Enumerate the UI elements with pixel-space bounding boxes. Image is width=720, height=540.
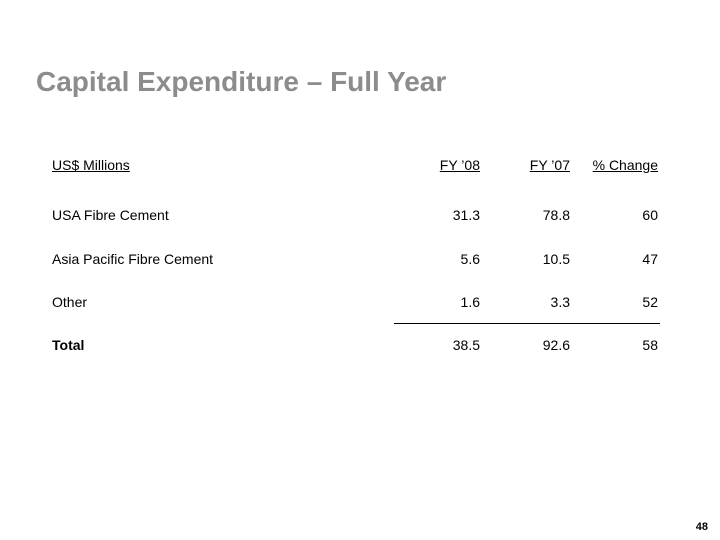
- page-number: 48: [695, 521, 708, 533]
- row-fy07: 10.5: [542, 251, 570, 267]
- row-change: 52: [642, 294, 658, 310]
- total-change: 58: [642, 337, 658, 353]
- total-fy08: 38.5: [452, 337, 480, 353]
- table-total-row: Total 38.5 92.6 58: [52, 337, 660, 357]
- row-fy07: 3.3: [550, 294, 570, 310]
- row-label: USA Fibre Cement: [52, 207, 169, 223]
- table-header-row: US$ Millions FY ’08 FY ’07 % Change: [52, 157, 660, 177]
- row-fy08: 5.6: [460, 251, 480, 267]
- row-fy08: 1.6: [460, 294, 480, 310]
- table-row: Asia Pacific Fibre Cement 5.6 10.5 47: [52, 251, 660, 271]
- row-label: Asia Pacific Fibre Cement: [52, 251, 214, 267]
- table-row: USA Fibre Cement 31.3 78.8 60: [52, 207, 660, 227]
- row-label: Other: [52, 294, 88, 310]
- header-units: US$ Millions: [52, 157, 130, 173]
- row-fy08: 31.3: [452, 207, 480, 223]
- total-fy07: 92.6: [542, 337, 570, 353]
- slide-title: Capital Expenditure – Full Year: [36, 66, 447, 97]
- header-change: % Change: [592, 157, 658, 173]
- table-row: Other 1.6 3.3 52: [52, 294, 660, 314]
- total-divider: [394, 323, 660, 324]
- header-fy08: FY ’08: [439, 157, 480, 173]
- row-fy07: 78.8: [542, 207, 570, 223]
- row-change: 47: [642, 251, 658, 267]
- row-change: 60: [642, 207, 658, 223]
- total-label: Total: [52, 337, 85, 353]
- header-fy07: FY ’07: [529, 157, 570, 173]
